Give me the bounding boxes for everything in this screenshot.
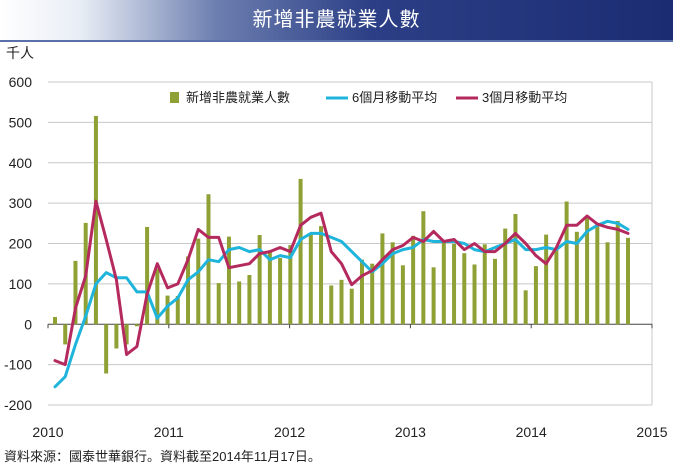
bar [308, 233, 313, 325]
bar [237, 281, 242, 325]
bar [134, 324, 139, 327]
bar [441, 239, 446, 325]
bar-series [53, 115, 630, 374]
legend-label-ma6: 6個月移動平均 [352, 90, 437, 105]
title-bar [0, 0, 673, 42]
line-ma3 [53, 199, 630, 367]
bar [595, 226, 600, 325]
bar [145, 226, 150, 325]
x-tick-labels: 2010 2011 2012 2013 2014 2015 [32, 424, 667, 440]
x-tick-label: 2013 [395, 424, 426, 440]
y-tick-label: -200 [4, 397, 32, 413]
bar [226, 236, 231, 325]
y-axis-unit-label: 千人 [6, 45, 34, 61]
bar [554, 248, 559, 325]
bar [370, 263, 375, 325]
bar [247, 274, 252, 325]
y-tick-label: 100 [9, 276, 33, 292]
x-tick-label: 2011 [154, 424, 184, 440]
bar [278, 258, 283, 325]
x-tick-label: 2014 [516, 424, 547, 440]
bar [462, 253, 467, 325]
bar [503, 228, 508, 325]
bar [319, 226, 324, 325]
legend-swatch-bars [170, 92, 179, 103]
line-series [53, 199, 630, 389]
bar [53, 316, 57, 325]
bar [380, 233, 385, 325]
y-tick-label: 200 [9, 236, 33, 252]
bar [421, 211, 426, 325]
bar [267, 250, 272, 325]
bar [216, 283, 221, 325]
bar [165, 295, 170, 325]
bar [544, 234, 549, 325]
bar [513, 214, 518, 325]
bar [257, 235, 262, 325]
bar [114, 324, 119, 349]
y-tick-label: 0 [24, 316, 32, 332]
y-tick-label: 500 [9, 114, 33, 130]
bar [626, 237, 630, 325]
legend-label-bars: 新增非農就業人數 [186, 90, 290, 105]
bar [574, 231, 579, 325]
bar [492, 258, 497, 325]
bar [564, 201, 569, 325]
y-tick-label: 400 [9, 155, 33, 171]
legend-label-ma3: 3個月移動平均 [482, 90, 567, 105]
bar [523, 290, 528, 325]
bar [482, 244, 487, 325]
y-tick-label: -100 [4, 357, 32, 373]
bar [155, 268, 160, 325]
bar [349, 288, 354, 325]
y-tick-label: 300 [9, 195, 33, 211]
bar [175, 295, 180, 325]
bar [288, 245, 293, 325]
gridlines [47, 81, 653, 406]
bar [104, 324, 109, 374]
x-tick-label: 2010 [32, 424, 63, 440]
y-tick-label: 600 [9, 74, 33, 90]
x-tick-label: 2012 [274, 424, 305, 440]
bar [472, 264, 477, 325]
bar [431, 267, 436, 325]
bar [605, 242, 610, 325]
bar [359, 259, 364, 325]
bar [93, 115, 98, 325]
legend: 新增非農就業人數 6個月移動平均 3個月移動平均 [170, 90, 567, 105]
bar [452, 243, 457, 325]
source-note: 資料來源：國泰世華銀行。資料截至2014年11月17日。 [4, 449, 321, 464]
y-tick-labels: -200 -100 0 100 200 300 400 500 600 [4, 74, 32, 413]
x-tick-label: 2015 [636, 424, 667, 440]
bar [298, 178, 303, 325]
bar [124, 324, 129, 345]
bar [390, 242, 395, 325]
bar [186, 256, 191, 325]
chart-title: 新增非農就業人數 [252, 9, 421, 31]
bar [73, 260, 78, 325]
bar [533, 266, 538, 325]
bar [585, 216, 590, 325]
bar [411, 235, 416, 325]
bar [196, 238, 201, 325]
bar [329, 285, 334, 325]
bar [339, 279, 344, 325]
bar [615, 220, 620, 325]
bar [63, 324, 68, 345]
bar [400, 265, 405, 325]
